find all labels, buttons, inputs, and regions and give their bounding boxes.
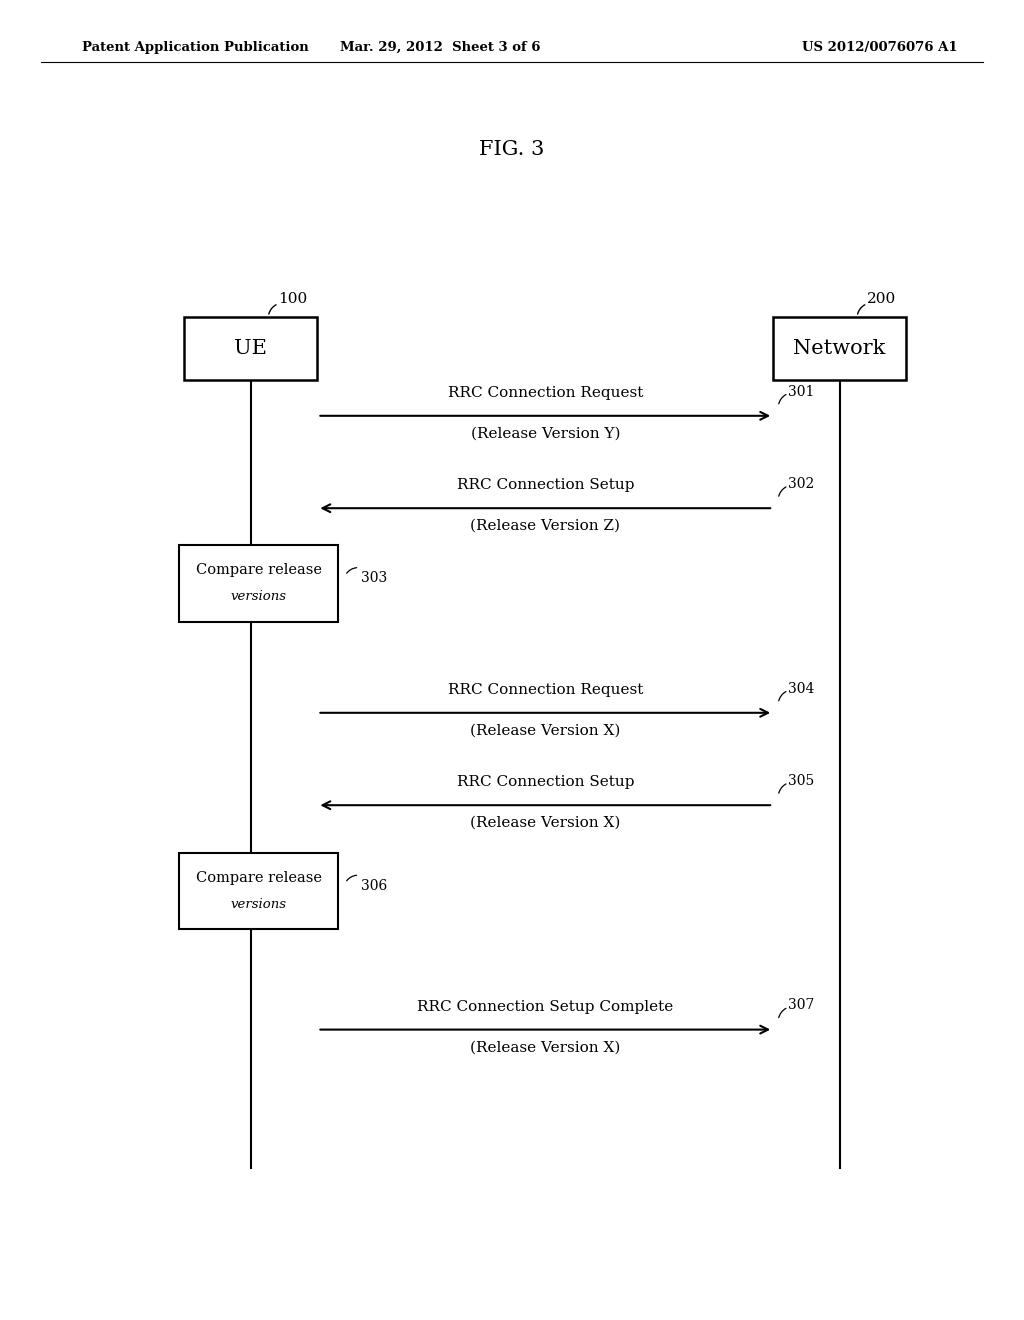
Text: RRC Connection Setup: RRC Connection Setup: [457, 478, 634, 492]
Text: 306: 306: [361, 879, 388, 892]
Text: RRC Connection Request: RRC Connection Request: [447, 385, 643, 400]
Text: 303: 303: [361, 572, 388, 585]
Text: (Release Version X): (Release Version X): [470, 816, 621, 830]
Text: (Release Version X): (Release Version X): [470, 1040, 621, 1055]
Text: versions: versions: [230, 590, 287, 603]
Text: FIG. 3: FIG. 3: [479, 140, 545, 158]
Text: Compare release: Compare release: [196, 564, 322, 577]
Text: Mar. 29, 2012  Sheet 3 of 6: Mar. 29, 2012 Sheet 3 of 6: [340, 41, 541, 54]
Text: RRC Connection Setup: RRC Connection Setup: [457, 775, 634, 789]
Text: Network: Network: [794, 339, 886, 358]
Text: UE: UE: [234, 339, 267, 358]
Text: US 2012/0076076 A1: US 2012/0076076 A1: [802, 41, 957, 54]
Text: (Release Version X): (Release Version X): [470, 723, 621, 738]
Text: 302: 302: [788, 477, 815, 491]
Text: (Release Version Z): (Release Version Z): [470, 519, 621, 533]
Text: RRC Connection Request: RRC Connection Request: [447, 682, 643, 697]
Text: Compare release: Compare release: [196, 871, 322, 884]
Text: RRC Connection Setup Complete: RRC Connection Setup Complete: [417, 999, 674, 1014]
Text: (Release Version Y): (Release Version Y): [471, 426, 620, 441]
Text: 305: 305: [788, 774, 815, 788]
FancyBboxPatch shape: [773, 317, 906, 380]
Text: 200: 200: [867, 292, 897, 306]
FancyBboxPatch shape: [179, 853, 338, 929]
Text: 307: 307: [788, 998, 815, 1012]
FancyBboxPatch shape: [179, 545, 338, 622]
Text: 100: 100: [279, 292, 308, 306]
Text: Patent Application Publication: Patent Application Publication: [82, 41, 308, 54]
Text: 304: 304: [788, 681, 815, 696]
FancyBboxPatch shape: [184, 317, 317, 380]
Text: 301: 301: [788, 384, 815, 399]
Text: versions: versions: [230, 898, 287, 911]
